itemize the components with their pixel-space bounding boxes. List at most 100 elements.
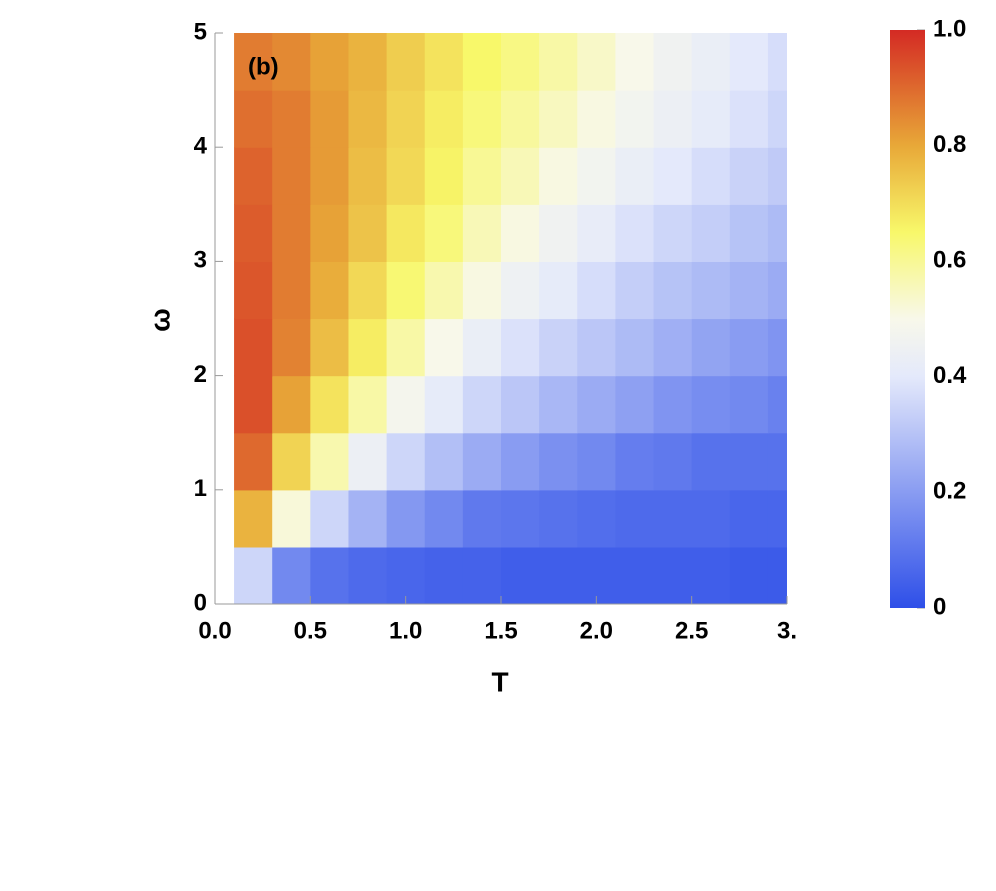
heatmap-cell	[691, 432, 731, 491]
heatmap-cell	[272, 147, 311, 205]
heatmap-cell	[615, 432, 655, 491]
heatmap-cell	[272, 432, 311, 491]
heatmap-cell	[272, 375, 311, 434]
heatmap-cell	[424, 204, 464, 262]
heatmap-cell	[234, 90, 273, 148]
heatmap-cell	[615, 204, 655, 262]
heatmap-cell	[539, 318, 578, 377]
heatmap-cell	[234, 432, 273, 491]
heatmap-cell	[348, 204, 388, 262]
heatmap-cell	[386, 375, 426, 434]
heatmap-cell	[577, 33, 616, 91]
heatmap-cell	[501, 33, 540, 91]
heatmap-cell	[348, 318, 388, 377]
heatmap-cell	[234, 204, 273, 262]
heatmap-cell	[653, 90, 693, 148]
heatmap-cell	[310, 33, 350, 91]
heatmap-cell	[272, 261, 311, 320]
heatmap-cell	[386, 489, 426, 548]
heatmap-cell	[691, 33, 731, 91]
heatmap-cell	[767, 489, 787, 548]
heatmap-cell	[424, 546, 464, 604]
heatmap-cell	[501, 204, 540, 262]
x-tick-label: 2.0	[580, 617, 613, 644]
heatmap-cell	[653, 318, 693, 377]
heatmap-cell	[310, 90, 350, 148]
x-tick-label: 0.0	[198, 617, 231, 644]
heatmap-cell	[424, 33, 464, 91]
heatmap-cell	[424, 318, 464, 377]
heatmap-cell	[691, 90, 731, 148]
heatmap-cell	[234, 489, 273, 548]
heatmap-cell	[767, 90, 787, 148]
heatmap-cell	[691, 261, 731, 320]
heatmap-cell	[729, 261, 769, 320]
heatmap-cell	[462, 204, 502, 262]
heatmap-cell	[462, 432, 502, 491]
heatmap-cell	[310, 147, 350, 205]
colorbar-tick-label: 0.8	[933, 131, 966, 158]
heatmap-cell	[386, 432, 426, 491]
heatmap-cell	[462, 318, 502, 377]
heatmap-cell	[577, 204, 616, 262]
heatmap-cell	[653, 375, 693, 434]
heatmap-cell	[577, 318, 616, 377]
heatmap-cell	[729, 489, 769, 548]
heatmap-cell	[310, 432, 350, 491]
heatmap-cell	[539, 147, 578, 205]
heatmap-cell	[501, 147, 540, 205]
heatmap-cell	[539, 90, 578, 148]
heatmap-cell	[501, 432, 540, 491]
colorbar-tick-label: 0	[933, 593, 946, 620]
heatmap-cell	[767, 432, 787, 491]
heatmap-cell	[501, 489, 540, 548]
heatmap-cell	[501, 375, 540, 434]
heatmap-cell	[691, 318, 731, 377]
heatmap-cell	[615, 33, 655, 91]
heatmap-cell	[615, 318, 655, 377]
heatmap-cell	[539, 489, 578, 548]
heatmap-cell	[462, 375, 502, 434]
colorbar-tick-label: 0.6	[933, 247, 966, 274]
heatmap-cell	[577, 90, 616, 148]
y-tick-label: 2	[194, 361, 207, 388]
heatmap-cell	[729, 33, 769, 91]
y-axis-label: ω	[144, 308, 175, 332]
heatmap-cell	[386, 90, 426, 148]
x-tick-label: 3.	[777, 617, 797, 644]
heatmap-cell	[691, 489, 731, 548]
heatmap-cell	[348, 432, 388, 491]
heatmap-cell	[615, 375, 655, 434]
heatmap-cell	[386, 318, 426, 377]
heatmap-cell	[615, 489, 655, 548]
x-axis-label: T	[491, 666, 508, 697]
heatmap-cell	[501, 546, 540, 604]
heatmap-cell	[234, 318, 273, 377]
heatmap-cell	[234, 261, 273, 320]
heatmap-cell	[767, 261, 787, 320]
heatmap-cell	[386, 33, 426, 91]
panel-label: (b)	[248, 53, 279, 80]
heatmap-cell	[310, 204, 350, 262]
heatmap-cell	[539, 375, 578, 434]
heatmap-cell	[653, 261, 693, 320]
heatmap-cell	[310, 546, 350, 604]
y-tick-label: 1	[194, 475, 207, 502]
heatmap-cell	[691, 546, 731, 604]
heatmap-cell	[539, 33, 578, 91]
heatmap-cell	[767, 204, 787, 262]
heatmap-cell	[310, 489, 350, 548]
x-tick-label: 0.5	[294, 617, 327, 644]
heatmap-cell	[729, 90, 769, 148]
heatmap-cell	[729, 318, 769, 377]
heatmap-cell	[462, 546, 502, 604]
heatmap-cell	[577, 147, 616, 205]
heatmap-cell	[691, 147, 731, 205]
heatmap-cell	[577, 546, 616, 604]
heatmap-cell	[272, 546, 311, 604]
heatmap-cell	[539, 204, 578, 262]
heatmap-cell	[615, 90, 655, 148]
colorbar-tick-label: 0.4	[933, 362, 967, 389]
heatmap-cell	[577, 489, 616, 548]
